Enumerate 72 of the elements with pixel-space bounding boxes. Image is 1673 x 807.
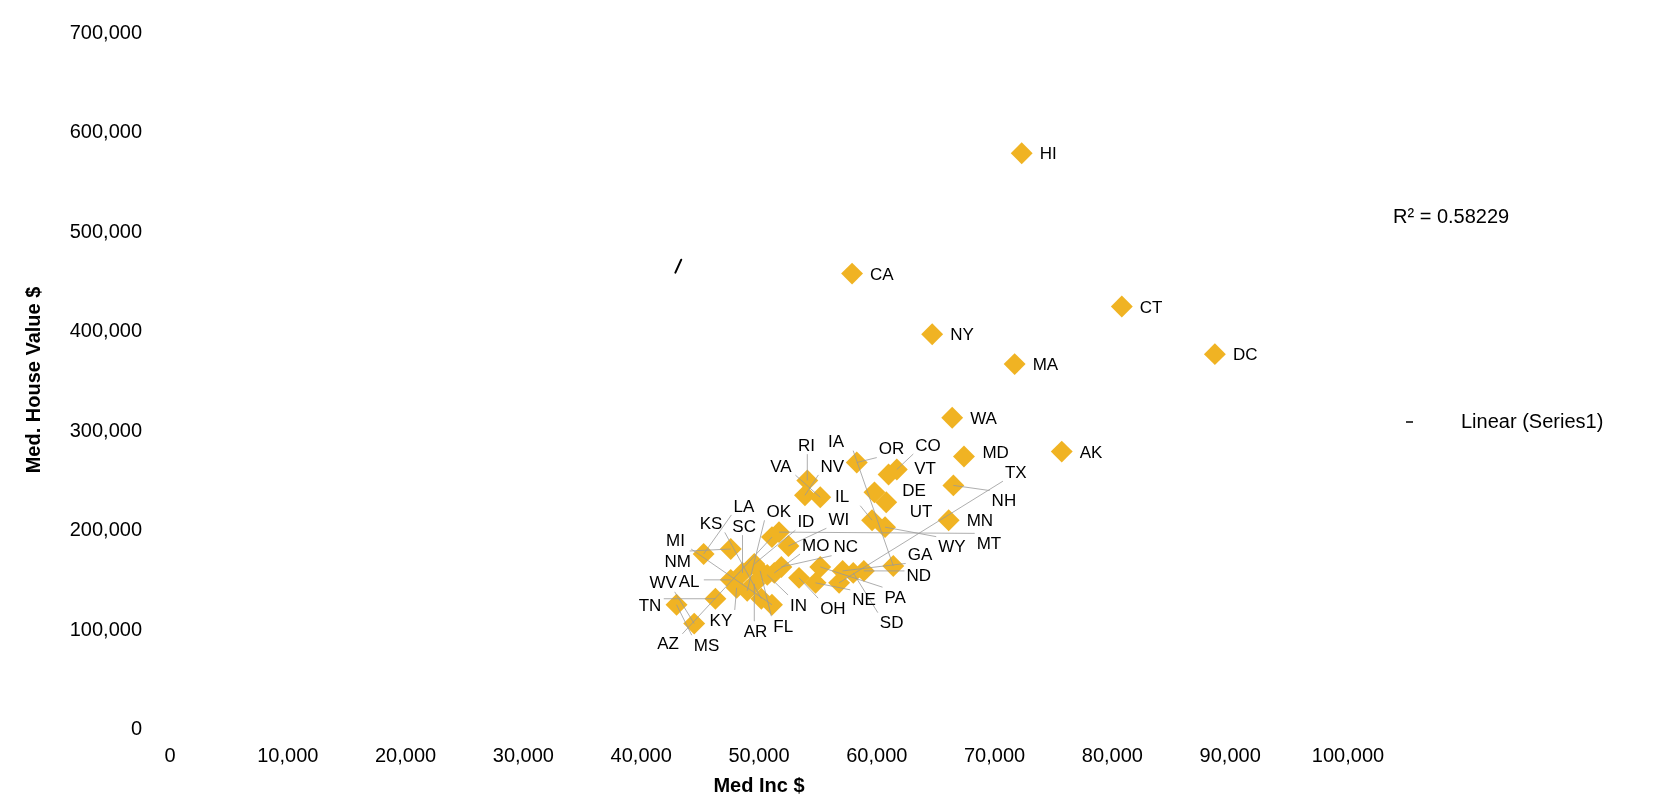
x-tick-label: 30,000 <box>492 744 554 766</box>
annotation: MS <box>693 635 720 655</box>
annotation: NV <box>820 456 845 476</box>
legend-label: Linear (Series1) <box>1461 410 1604 432</box>
y-tick-label: 500,000 <box>69 219 142 242</box>
annotation: NH <box>991 491 1017 511</box>
annotation: LA <box>733 496 755 516</box>
annotation: UT <box>909 501 933 521</box>
annotation: AK <box>1079 442 1104 462</box>
annotation: OR <box>878 439 905 459</box>
annotation: RI <box>797 435 815 455</box>
annotation: TN <box>638 596 662 616</box>
annotation: MO <box>802 535 830 555</box>
x-tick-label: 70,000 <box>964 744 1026 766</box>
annotation: WA <box>970 408 998 428</box>
annotation: SC <box>732 516 756 536</box>
annotation: MA <box>1032 355 1059 375</box>
y-tick-label: 600,000 <box>69 120 142 143</box>
annotation: NC <box>833 537 859 557</box>
annotation: KS <box>699 514 723 534</box>
annotation: MI <box>666 530 685 550</box>
annotation: WY <box>938 537 966 557</box>
annotation: OH <box>820 598 846 618</box>
annotation: IA <box>828 432 845 452</box>
x-tick-label: 0 <box>164 744 176 766</box>
annotation: HI <box>1039 144 1057 164</box>
annotation: DE <box>902 481 926 501</box>
annotation: MT <box>976 533 1002 553</box>
annotation: MN <box>966 511 994 531</box>
annotation: NE <box>852 590 876 610</box>
annotation: AZ <box>657 634 679 654</box>
y-tick-label: 400,000 <box>69 319 142 342</box>
x-axis-title: Med Inc $ <box>713 774 805 796</box>
annotation: IN <box>790 595 808 615</box>
y-tick-label: 200,000 <box>69 518 142 541</box>
x-tick-label: 20,000 <box>375 744 437 766</box>
y-tick-label: 300,000 <box>69 418 142 441</box>
annotation: ND <box>906 566 932 586</box>
annotation: AR <box>743 621 768 641</box>
annotation: VA <box>770 456 793 476</box>
annotation: NM <box>664 551 691 571</box>
annotation: CT <box>1139 297 1163 317</box>
text: R² = 0.58229 <box>1393 205 1510 227</box>
annotation: IL <box>835 487 850 507</box>
annotation: GA <box>907 545 933 565</box>
y-tick-label: 0 <box>130 717 142 739</box>
x-tick-label: 90,000 <box>1199 744 1261 766</box>
annotation: VT <box>914 459 936 479</box>
annotation: WV <box>649 573 678 593</box>
x-tick-label: 50,000 <box>728 744 790 766</box>
annotation: CA <box>870 264 895 284</box>
x-tick-label: 100,000 <box>1311 744 1385 766</box>
annotation: WI <box>828 509 850 529</box>
annotation: TX <box>1004 462 1027 482</box>
annotation: FL <box>773 616 794 636</box>
annotation: MD <box>982 442 1009 462</box>
y-tick-label: 700,000 <box>69 21 142 43</box>
annotation: OK <box>766 501 792 521</box>
x-tick-label: 80,000 <box>1081 744 1143 766</box>
annotation: KY <box>709 610 733 630</box>
annotation: AL <box>678 571 700 591</box>
x-tick-label: 60,000 <box>846 744 908 766</box>
y-tick-label: 100,000 <box>69 617 142 640</box>
annotation: CO <box>915 435 941 455</box>
annotation: PA <box>884 587 907 607</box>
annotation: SD <box>879 613 904 633</box>
y-axis-title: Med. House Value $ <box>22 286 44 474</box>
x-tick-label: 10,000 <box>257 744 319 766</box>
annotation: NY <box>950 325 974 345</box>
annotation: DC <box>1232 345 1258 365</box>
annotation: ID <box>797 511 815 531</box>
x-tick-label: 40,000 <box>610 744 672 766</box>
